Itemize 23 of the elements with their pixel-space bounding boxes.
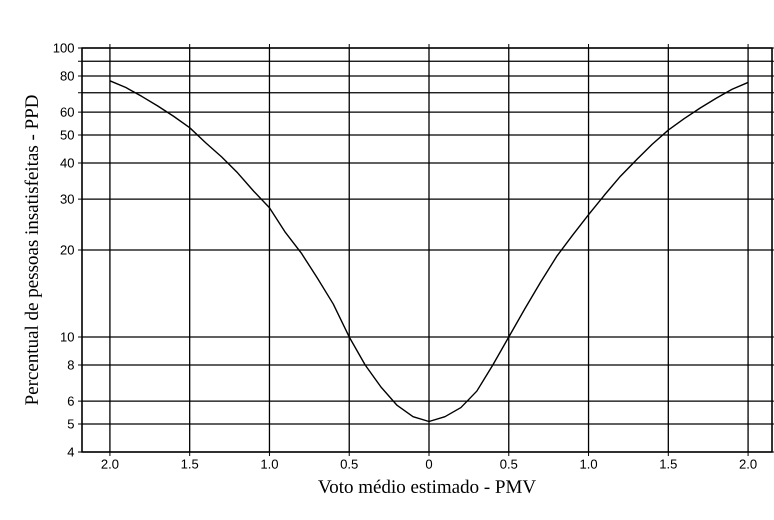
y-tick-label: 100 — [54, 43, 74, 53]
y-axis-title: Percentual de pessoas insatisfeitas - PPD — [24, 95, 42, 405]
y-tick-label: 10 — [60, 332, 74, 342]
y-tick-label: 40 — [60, 158, 74, 168]
y-tick-label: 5 — [68, 419, 74, 429]
x-tick-label: 2.0 — [102, 460, 118, 469]
y-tick-label: 80 — [60, 71, 74, 81]
y-tick-label: 8 — [68, 360, 74, 370]
y-tick-label: 6 — [68, 396, 74, 406]
x-tick-label: 1.0 — [580, 460, 598, 469]
x-tick-label: 2.0 — [740, 460, 757, 469]
y-tick-label: 20 — [60, 245, 74, 255]
y-tick-label: 4 — [68, 448, 74, 456]
x-tick-label: 1.5 — [182, 460, 198, 469]
y-tick-label: 60 — [60, 108, 74, 117]
x-tick-label: 0.5 — [340, 460, 358, 469]
x-tick-label: 1.0 — [261, 460, 278, 469]
x-tick-label: 1.5 — [660, 460, 677, 469]
y-tick-label: 30 — [60, 194, 74, 204]
x-axis-title: Voto médio estimado - PMV — [318, 480, 536, 494]
x-tick-label: 0 — [426, 460, 432, 469]
y-tick-label: 50 — [60, 130, 74, 140]
x-tick-label: 0.5 — [500, 460, 518, 469]
